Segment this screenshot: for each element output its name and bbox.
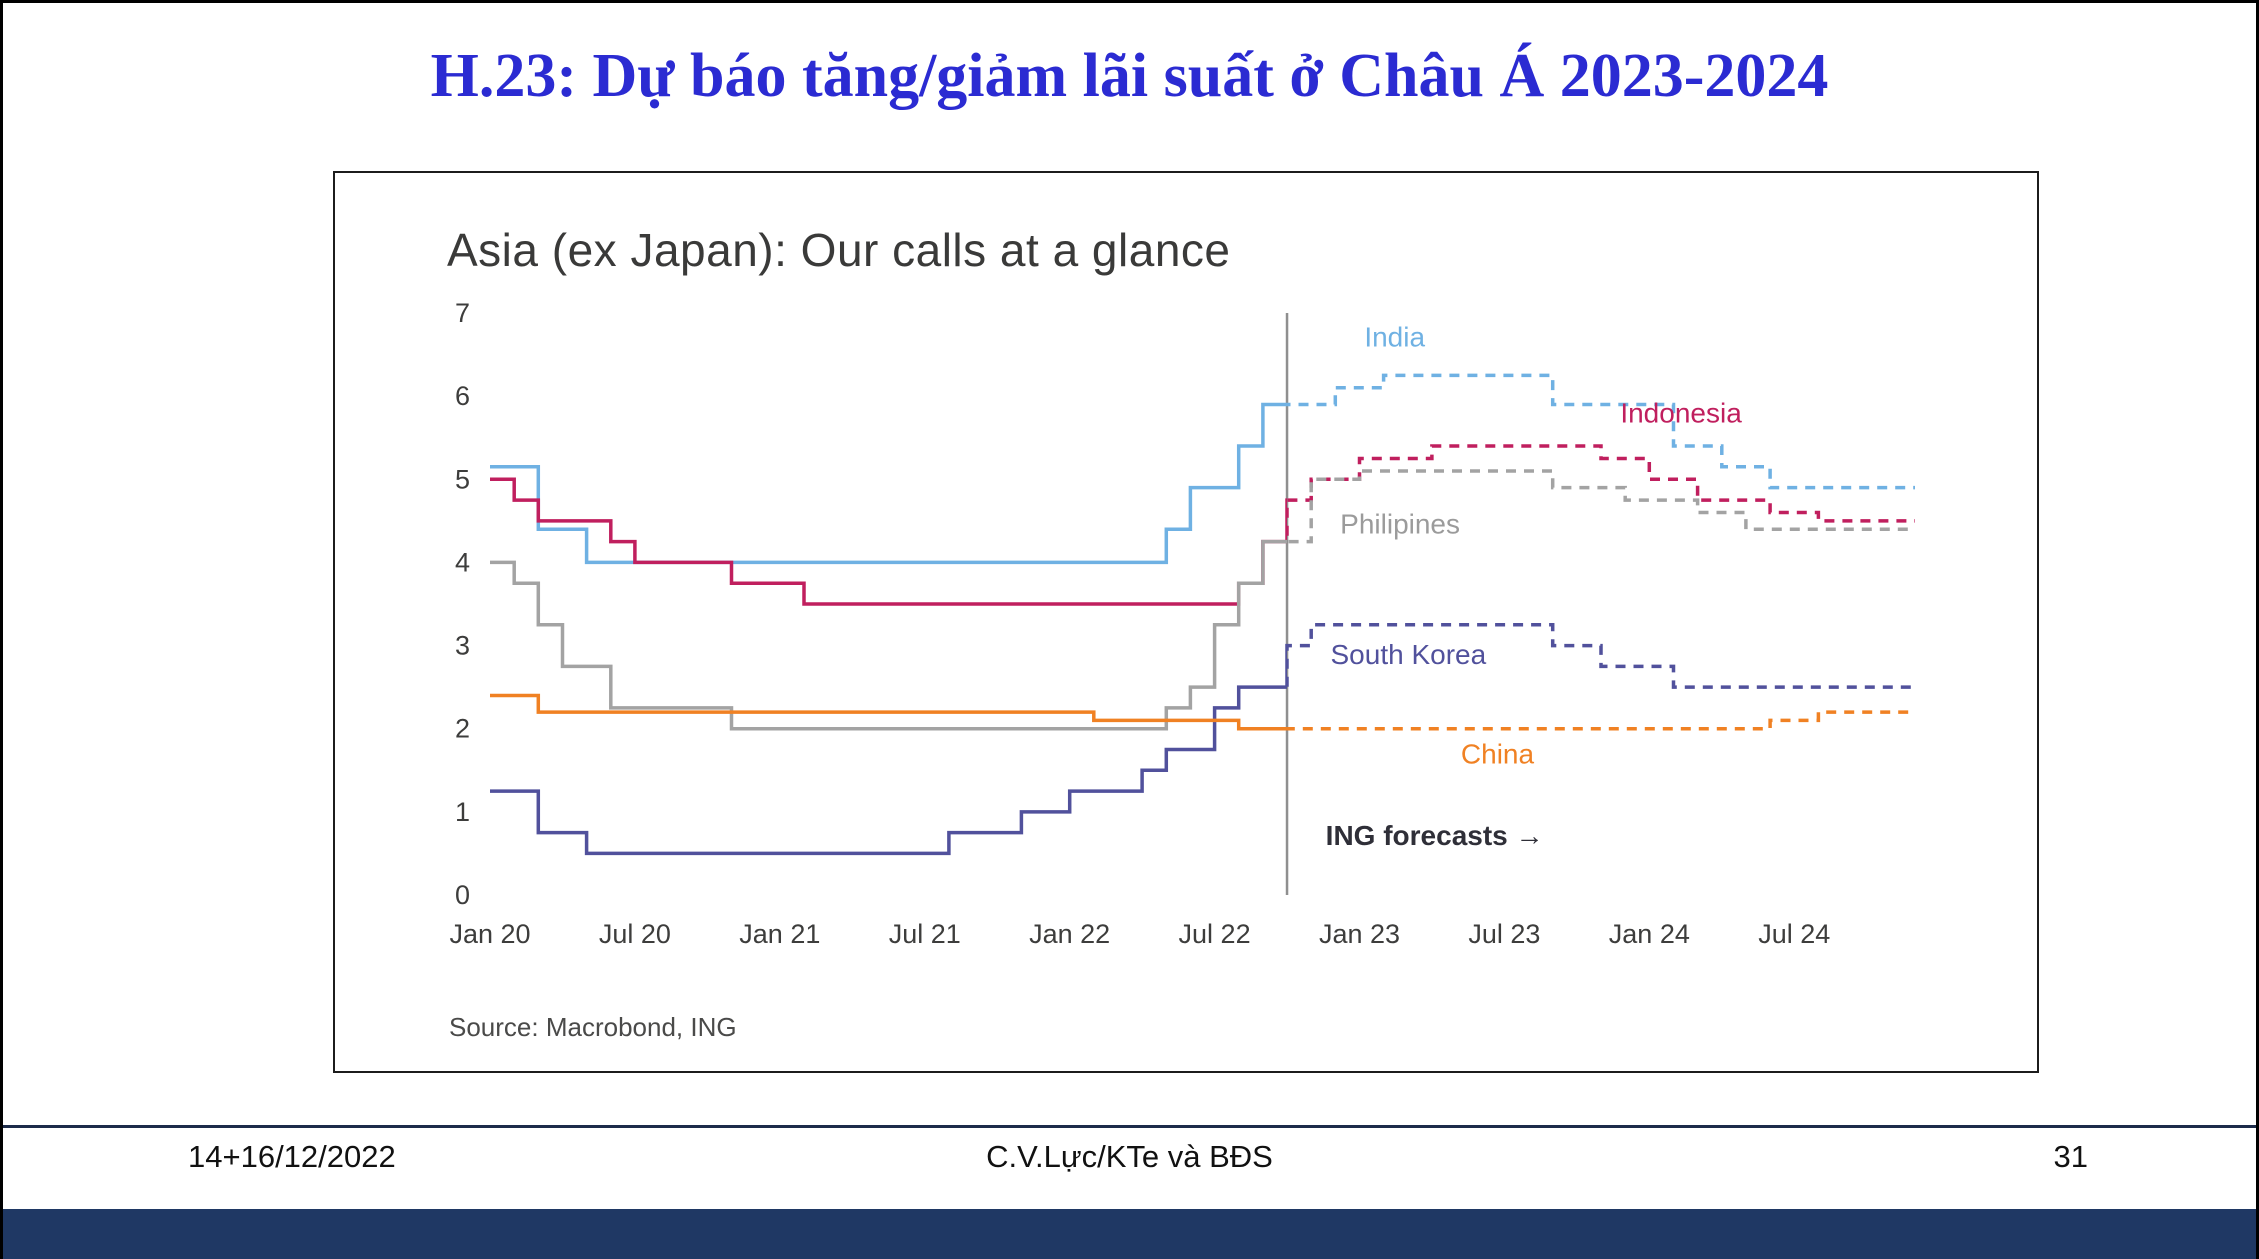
chart-panel: Asia (ex Japan): Our calls at a glance 0… (333, 171, 2039, 1073)
chart-label-indonesia: Indonesia (1620, 398, 1742, 429)
x-axis-tick-label: Jan 22 (1029, 919, 1110, 949)
series-line-india-forecast (1287, 373, 1915, 490)
x-axis-tick-label: Jul 21 (889, 919, 961, 949)
chart-label-philippines: Philipines (1340, 508, 1460, 539)
y-axis-tick-label: 7 (455, 298, 470, 328)
series-line-philippines-history (490, 539, 1288, 731)
bottom-bar (3, 1209, 2256, 1259)
y-axis-tick-label: 1 (455, 797, 470, 827)
x-axis-tick-label: Jan 21 (739, 919, 820, 949)
series-line-south-korea-forecast (1287, 623, 1915, 689)
series-line-philippines-forecast (1287, 469, 1915, 544)
chart-title: Asia (ex Japan): Our calls at a glance (447, 224, 1231, 276)
x-axis-tick-label: Jan 20 (449, 919, 530, 949)
series-line-india-history (490, 402, 1288, 565)
y-axis-tick-label: 4 (455, 547, 470, 577)
chart-source: Source: Macrobond, ING (449, 1012, 737, 1042)
x-axis-tick-label: Jul 24 (1758, 919, 1830, 949)
chart-label-south-korea: South Korea (1331, 639, 1487, 670)
series-line-south-korea-history (490, 643, 1288, 856)
footer: 14+16/12/2022 C.V.Lực/KTe và BĐS 31 (3, 1139, 2256, 1185)
rates-chart: 0 1 2 3 4 5 6 7 Jan 20 Jul 20 Jan 21 Jul 21 Jan 22 Ju… (449, 298, 1915, 949)
y-axis-tick-label: 5 (455, 464, 470, 494)
x-axis-tick-label: Jul 22 (1179, 919, 1251, 949)
y-axis-tick-label: 3 (455, 631, 470, 661)
chart-label-china: China (1461, 739, 1535, 770)
chart-label-forecast-note: ING forecasts → (1326, 820, 1544, 851)
x-axis-tick-label: Jul 23 (1468, 919, 1540, 949)
footer-rule (3, 1125, 2256, 1128)
footer-date: 14+16/12/2022 (188, 1139, 396, 1174)
y-axis-tick-label: 2 (455, 714, 470, 744)
y-axis-tick-label: 6 (455, 381, 470, 411)
series-line-china-forecast (1287, 710, 1915, 731)
series-line-china-history (490, 693, 1288, 731)
x-axis-tick-label: Jan 24 (1609, 919, 1690, 949)
series-line-indonesia-forecast (1287, 444, 1915, 544)
series-line-indonesia-history (490, 477, 1288, 606)
x-axis-tick-label: Jan 23 (1319, 919, 1400, 949)
y-axis-tick-label: 0 (455, 880, 470, 910)
x-axis-tick-label: Jul 20 (599, 919, 671, 949)
footer-credit: C.V.Lực/KTe và BĐS (986, 1139, 1273, 1174)
slide-title: H.23: Dự báo tăng/giảm lãi suất ở Châu Á… (430, 42, 1829, 110)
chart-label-india: India (1364, 321, 1425, 352)
footer-page-number: 31 (2053, 1139, 2088, 1174)
